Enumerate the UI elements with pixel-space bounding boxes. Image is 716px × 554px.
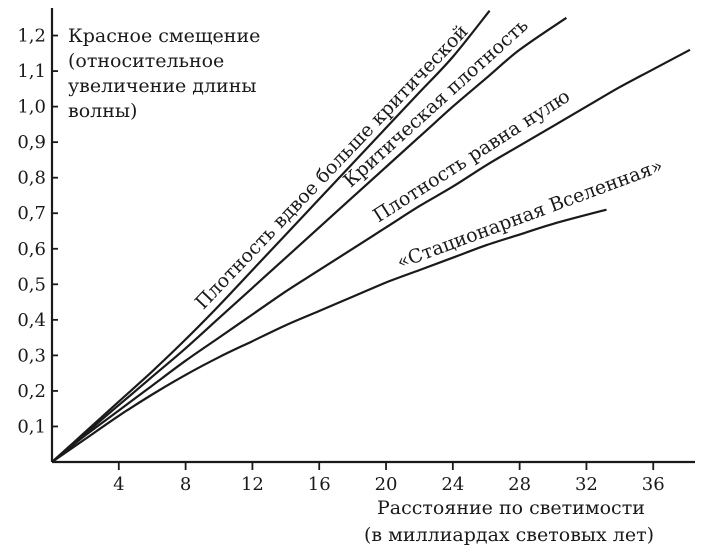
x-tick-label: 32 — [575, 474, 598, 495]
y-tick-label: 0,7 — [17, 203, 46, 224]
curve-steady-state — [51, 208, 607, 463]
y-tick-label: 1,2 — [17, 26, 46, 47]
y-tick-label: 0,6 — [17, 239, 46, 260]
curve-critical-density — [51, 16, 568, 463]
curves — [51, 10, 691, 463]
x-tick-label: 36 — [642, 474, 665, 495]
y-axis-title-line-1: Красное смещение — [68, 25, 260, 47]
y-tick-label: 0,2 — [17, 381, 46, 402]
x-tick-label: 28 — [508, 474, 531, 495]
y-tick-label: 0,4 — [17, 310, 46, 331]
curve-zero-density — [51, 48, 691, 463]
curve-double-critical-density — [51, 10, 491, 463]
x-tick-label: 16 — [308, 474, 331, 495]
y-tick-label: 1,1 — [17, 61, 46, 82]
y-tick-label: 1,0 — [17, 97, 46, 118]
x-tick-label: 8 — [180, 474, 191, 495]
y-axis-title-line-3: увеличение длины — [68, 75, 257, 97]
curve-double-critical-density-label: Плотность вдвое больше критической — [191, 20, 473, 313]
x-tick-label: 24 — [441, 474, 464, 495]
x-tick-label: 12 — [241, 474, 264, 495]
y-axis-title: Красное смещение (относительное увеличен… — [68, 25, 260, 122]
axes: 4 8 12 16 20 24 28 32 36 0,1 0,2 0,3 0,4 0,5 0,6 0,7 0,8… — [17, 8, 695, 495]
x-tick-label: 4 — [113, 474, 124, 495]
x-axis-title-line-2: (в миллиардах световых лет) — [364, 524, 654, 546]
y-axis-title-line-4: волны) — [68, 100, 137, 122]
x-axis-title: Расстояние по светимости (в миллиардах с… — [364, 497, 654, 546]
y-tick-label: 0,1 — [17, 416, 46, 437]
y-tick-label: 0,8 — [17, 168, 46, 189]
y-axis-title-line-2: (относительное — [68, 50, 224, 72]
x-tick-label: 20 — [375, 474, 398, 495]
y-tick-label: 0,5 — [17, 274, 46, 295]
curve-labels: Плотность вдвое больше критическойКритич… — [191, 14, 666, 313]
y-tick-label: 0,3 — [17, 345, 46, 366]
x-axis-title-line-1: Расстояние по светимости — [377, 497, 645, 519]
y-tick-label: 0,9 — [17, 132, 46, 153]
